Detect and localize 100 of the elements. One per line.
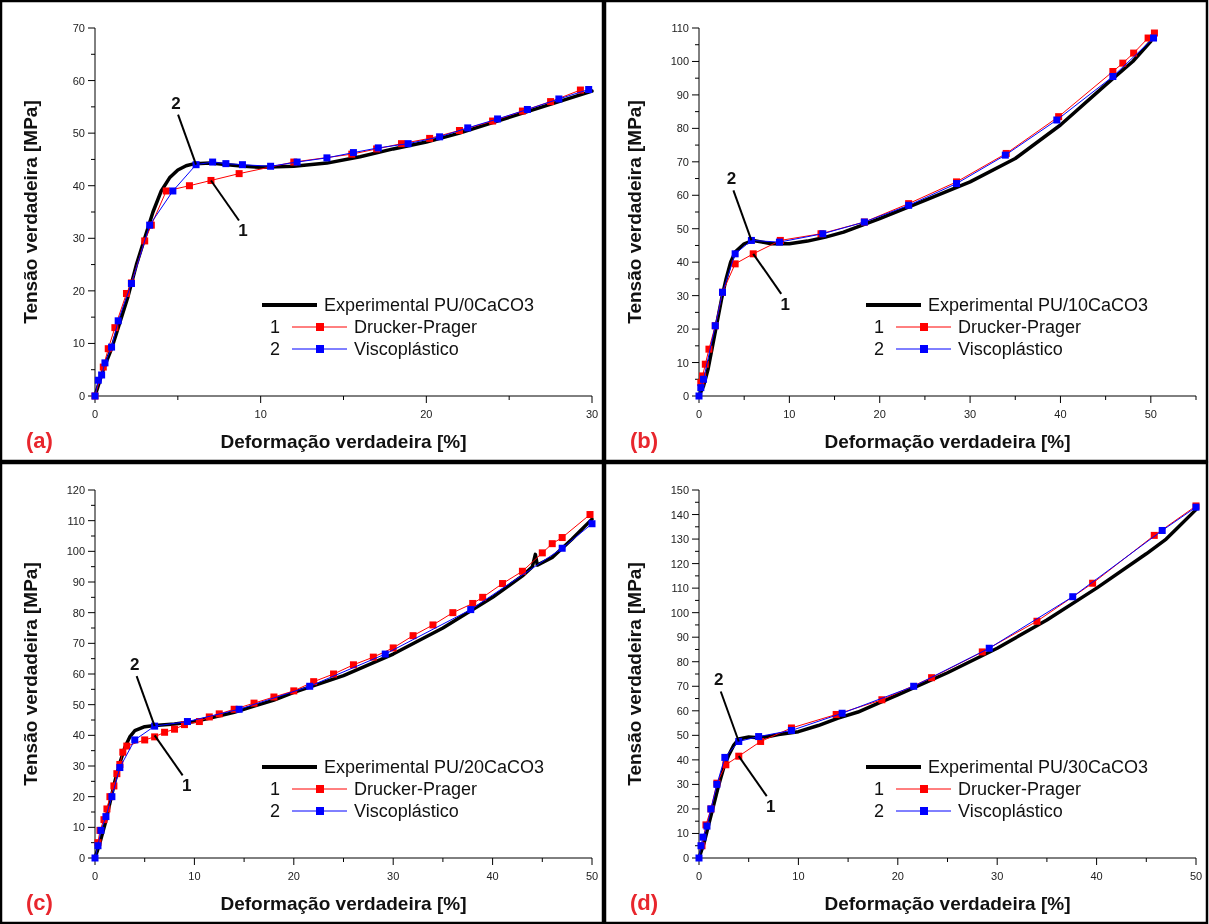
annotation: 2 xyxy=(129,655,140,675)
annotation: 1 xyxy=(238,221,248,241)
legend-label: Viscoplástico xyxy=(354,801,459,821)
text: (c) xyxy=(26,890,53,915)
x-tick-label: 20 xyxy=(287,870,300,882)
annotation: 2 xyxy=(714,670,724,690)
x-axis-title: Deformação verdadeira [%] xyxy=(824,431,1071,452)
y-tick-label: 80 xyxy=(676,655,689,668)
text: 2 xyxy=(270,339,281,359)
y-tick-label: 10 xyxy=(72,821,85,834)
annotation: 1 xyxy=(766,797,776,817)
y-tick-label: 70 xyxy=(72,22,85,34)
y-tick-label: 50 xyxy=(72,698,85,711)
y-tick-label: 40 xyxy=(72,729,85,742)
text: 2 xyxy=(874,339,885,359)
y-tick-label: 30 xyxy=(676,289,689,302)
x-tick-label: 40 xyxy=(486,870,499,882)
y-tick-label: 30 xyxy=(72,232,85,245)
text: 2 xyxy=(874,801,885,821)
y-tick-label: 0 xyxy=(682,852,689,864)
legend-label: Drucker-Prager xyxy=(958,779,1082,799)
y-tick-label: 140 xyxy=(670,508,689,521)
x-tick-label: 20 xyxy=(891,870,904,882)
y-tick-label: 60 xyxy=(72,74,85,87)
x-tick-label: 20 xyxy=(420,408,433,420)
x-tick-label: 20 xyxy=(873,408,886,420)
x-tick-label: 0 xyxy=(695,408,703,420)
legend-label: Viscoplástico xyxy=(958,339,1063,359)
x-tick-label: 10 xyxy=(188,870,201,882)
y-tick-label: 90 xyxy=(676,88,689,101)
x-tick-label: 0 xyxy=(695,870,703,882)
x-tick-label: 40 xyxy=(1090,870,1103,882)
y-tick-label: 20 xyxy=(676,802,689,815)
text: 1 xyxy=(874,317,885,337)
y-tick-label: 0 xyxy=(78,852,85,864)
y-tick-label: 100 xyxy=(670,55,689,68)
y-tick-label: 20 xyxy=(72,790,85,803)
y-tick-label: 130 xyxy=(670,533,689,546)
y-tick-label: 60 xyxy=(676,704,689,717)
y-tick-label: 70 xyxy=(72,637,85,650)
legend-label: Experimental PU/20CaCO3 xyxy=(324,757,545,777)
legend-label: Viscoplástico xyxy=(958,801,1063,821)
text: 1 xyxy=(270,779,281,799)
y-tick-label: 80 xyxy=(72,606,85,619)
x-tick-label: 10 xyxy=(792,870,805,882)
x-axis-title: Deformação verdadeira [%] xyxy=(220,893,467,914)
y-tick-label: 70 xyxy=(676,155,689,168)
legend-label: Drucker-Prager xyxy=(354,779,478,799)
legend-label: Drucker-Prager xyxy=(958,317,1082,337)
x-tick-label: 40 xyxy=(1054,408,1067,420)
x-tick-label: 30 xyxy=(387,870,400,882)
annotation: 1 xyxy=(181,776,192,796)
y-tick-label: 60 xyxy=(72,668,85,680)
annotation: 2 xyxy=(171,93,181,113)
y-tick-label: 120 xyxy=(66,484,85,496)
text: 2 xyxy=(270,801,281,821)
y-tick-label: 40 xyxy=(676,256,689,269)
y-tick-label: 110 xyxy=(671,22,689,34)
y-tick-label: 30 xyxy=(676,778,689,791)
text: 1 xyxy=(270,317,281,337)
y-tick-label: 10 xyxy=(72,337,85,350)
x-tick-label: 50 xyxy=(1144,408,1157,420)
y-tick-label: 40 xyxy=(676,753,689,766)
y-tick-label: 90 xyxy=(72,576,85,588)
y-tick-label: 110 xyxy=(671,582,689,595)
x-tick-label: 0 xyxy=(91,870,99,882)
y-tick-label: 100 xyxy=(670,606,689,619)
y-tick-label: 150 xyxy=(670,484,689,496)
y-tick-label: 110 xyxy=(67,514,85,527)
y-tick-label: 40 xyxy=(72,179,85,192)
x-axis-title: Deformação verdadeira [%] xyxy=(220,431,467,452)
y-tick-label: 20 xyxy=(72,284,85,297)
x-axis-title: Deformação verdadeira [%] xyxy=(824,893,1071,914)
y-axis-title: Tensão verdadeira [MPa] xyxy=(20,562,41,786)
legend-label: Experimental PU/0CaCO3 xyxy=(324,295,535,315)
x-tick-label: 30 xyxy=(963,408,977,420)
text: (a) xyxy=(26,428,53,453)
x-tick-label: 30 xyxy=(991,870,1004,882)
y-axis-title: Tensão verdadeira [MPa] xyxy=(624,100,645,324)
legend-label: Drucker-Prager xyxy=(354,317,478,337)
y-tick-label: 70 xyxy=(676,680,689,693)
y-axis-title: Tensão verdadeira [MPa] xyxy=(20,100,41,324)
y-tick-label: 30 xyxy=(72,760,85,772)
y-tick-label: 20 xyxy=(676,323,689,336)
y-tick-label: 60 xyxy=(676,189,689,202)
text: 1 xyxy=(874,779,885,799)
y-tick-label: 50 xyxy=(676,729,689,742)
text: (d) xyxy=(630,890,659,915)
y-tick-label: 50 xyxy=(676,222,689,235)
annotation: 1 xyxy=(780,294,790,314)
text: (b) xyxy=(630,428,659,453)
y-tick-label: 10 xyxy=(676,356,689,369)
y-tick-label: 50 xyxy=(72,127,85,140)
x-tick-label: 50 xyxy=(585,870,599,882)
legend-label: Experimental PU/10CaCO3 xyxy=(928,295,1149,315)
y-tick-label: 90 xyxy=(676,631,689,644)
y-tick-label: 120 xyxy=(670,557,689,570)
x-tick-label: 0 xyxy=(91,408,99,420)
legend-label: Experimental PU/30CaCO3 xyxy=(928,757,1149,777)
y-tick-label: 100 xyxy=(66,545,85,558)
